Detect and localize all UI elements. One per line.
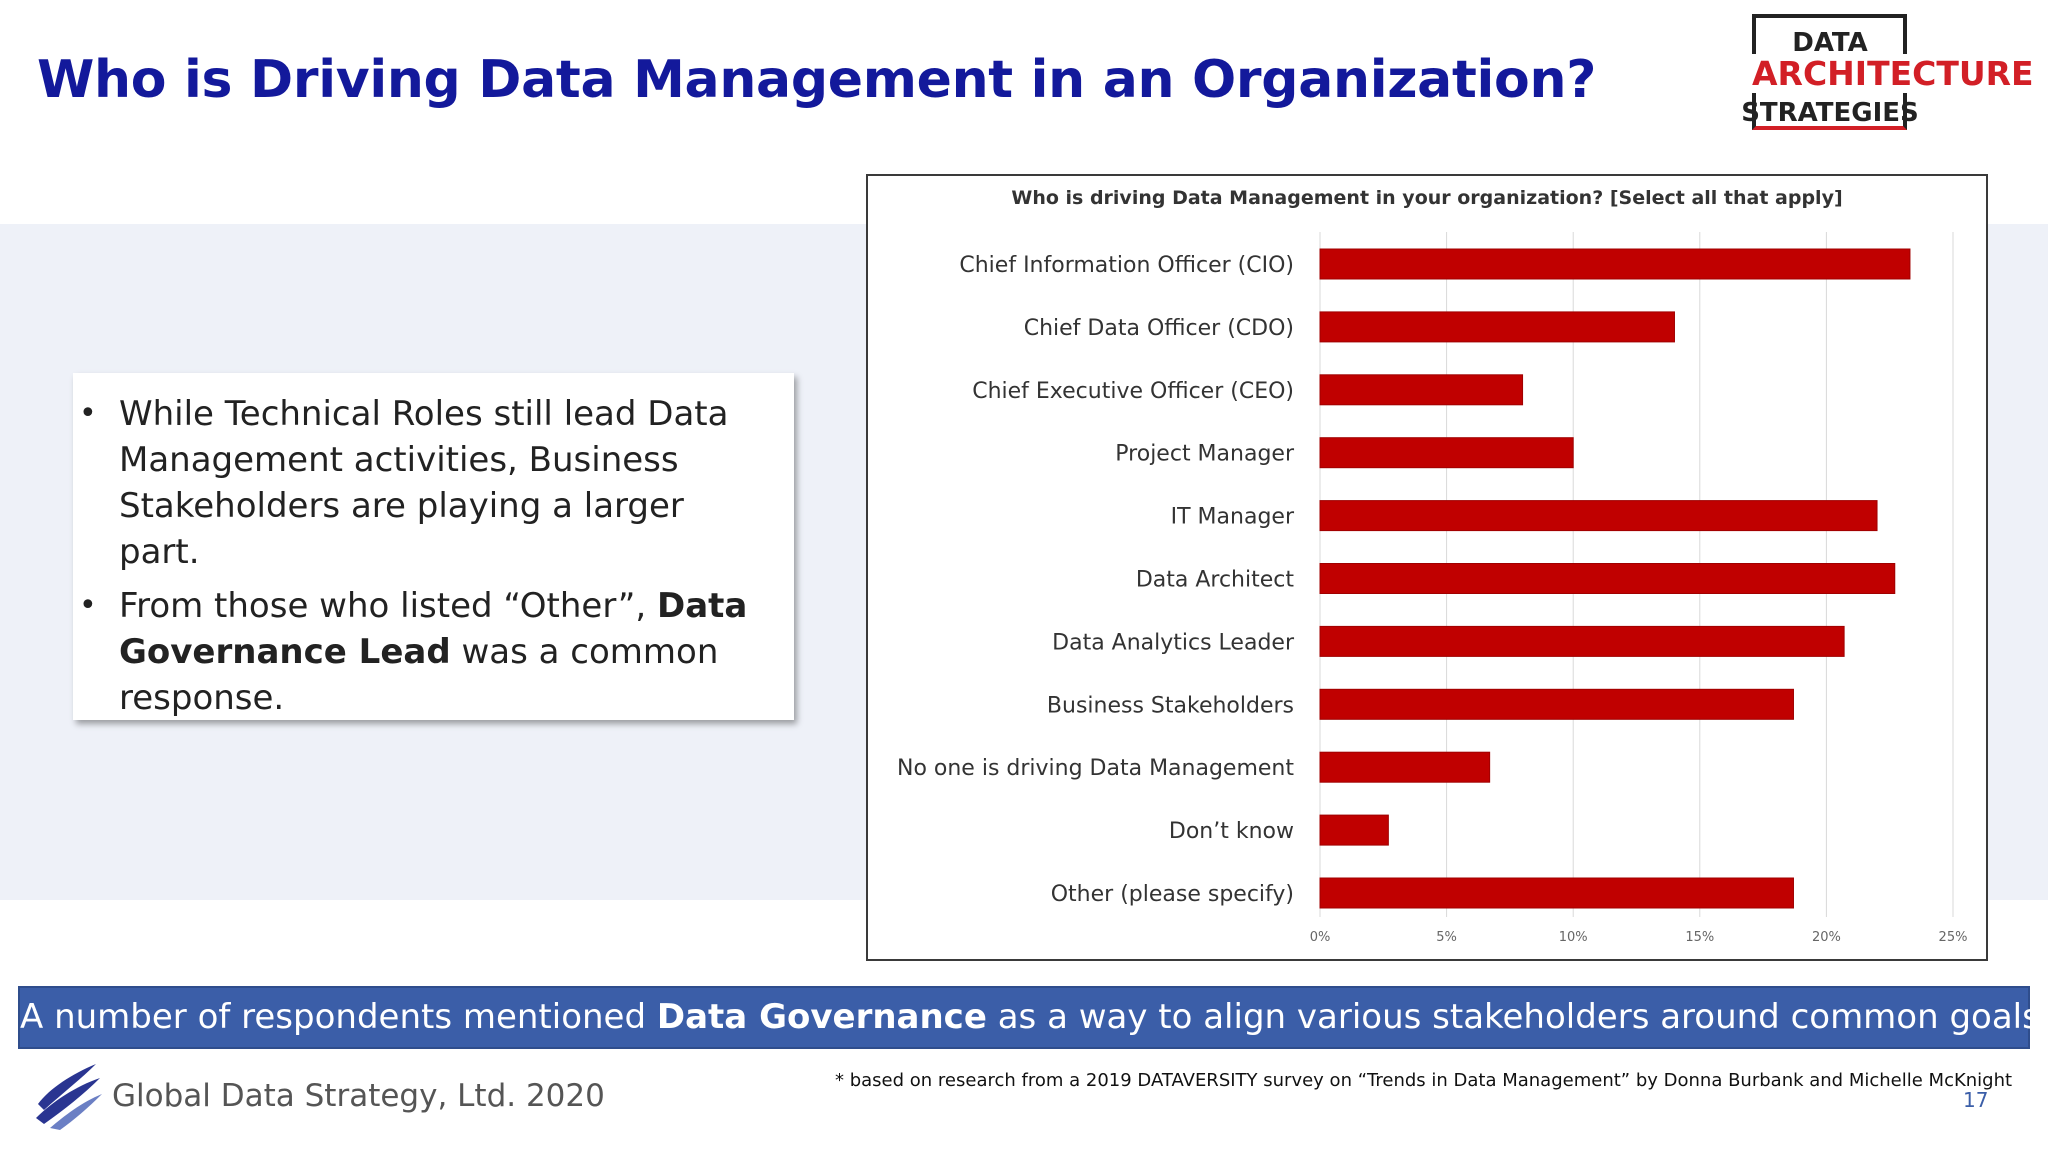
bar bbox=[1319, 688, 1794, 720]
page-title: Who is Driving Data Management in an Org… bbox=[37, 50, 1597, 110]
bar bbox=[1319, 751, 1491, 783]
bullet-text-prefix: From those who listed “Other”, bbox=[119, 586, 657, 626]
bar bbox=[1319, 311, 1675, 343]
bar bbox=[1319, 500, 1878, 532]
bar bbox=[1319, 625, 1845, 657]
bar bbox=[1319, 814, 1389, 846]
category-label: No one is driving Data Management bbox=[897, 756, 1294, 781]
category-label: Project Manager bbox=[1115, 442, 1295, 467]
logo-line-2: ARCHITECTURE bbox=[1752, 54, 2034, 93]
x-tick-label: 0% bbox=[1310, 930, 1331, 945]
bar bbox=[1319, 563, 1896, 594]
logo-line-1: DATA bbox=[1792, 28, 1868, 58]
category-label: Don’t know bbox=[1169, 819, 1294, 844]
chart-panel: Who is driving Data Management in your o… bbox=[866, 174, 1988, 961]
category-labels: Chief Information Officer (CIO) Chief Dat… bbox=[897, 253, 1295, 907]
logo-line-3: STRATEGIES bbox=[1741, 98, 1919, 128]
key-message-banner: A number of respondents mentioned Data G… bbox=[18, 986, 2040, 1049]
banner-prefix: A number of respondents mentioned bbox=[20, 997, 657, 1037]
category-label: IT Manager bbox=[1171, 505, 1295, 530]
page-number: 17 bbox=[1963, 1088, 1989, 1112]
category-label: Chief Information Officer (CIO) bbox=[959, 253, 1294, 278]
category-label: Data Analytics Leader bbox=[1052, 630, 1295, 655]
category-label: Other (please specify) bbox=[1051, 882, 1294, 907]
bars bbox=[1319, 248, 1911, 909]
category-label: Data Architect bbox=[1136, 568, 1295, 593]
x-tick-label: 20% bbox=[1812, 930, 1841, 945]
banner-suffix: as a way to align various stakeholders a… bbox=[986, 997, 2040, 1037]
chart-title: Who is driving Data Management in your o… bbox=[1011, 187, 1842, 209]
bullet-item: • From those who listed “Other”, Data Go… bbox=[73, 583, 774, 721]
bar-chart: Who is driving Data Management in your o… bbox=[897, 187, 1968, 945]
x-tick-label: 25% bbox=[1939, 930, 1968, 945]
bullet-text-suffix: was a common response. bbox=[119, 632, 719, 718]
bar bbox=[1319, 248, 1911, 280]
bar bbox=[1319, 374, 1524, 406]
company-logo-icon bbox=[36, 1064, 102, 1130]
category-label: Chief Executive Officer (CEO) bbox=[972, 379, 1294, 404]
bullet-dot-icon: • bbox=[79, 396, 97, 431]
bullet-text-bold: Data Governance Lead bbox=[119, 586, 748, 672]
x-tick-label: 10% bbox=[1559, 930, 1588, 945]
x-tick-label: 15% bbox=[1685, 930, 1714, 945]
x-tick-label: 5% bbox=[1436, 930, 1457, 945]
footer-company: Global Data Strategy, Ltd. 2020 bbox=[112, 1078, 605, 1114]
bullet-item: • While Technical Roles still lead Data … bbox=[73, 391, 774, 575]
brand-logo: DATA ARCHITECTURE STRATEGIES bbox=[1741, 14, 2034, 134]
bar bbox=[1319, 437, 1574, 469]
callout-box: • While Technical Roles still lead Data … bbox=[73, 373, 794, 720]
bullet-text: While Technical Roles still lead Data Ma… bbox=[119, 394, 729, 572]
bar bbox=[1319, 877, 1794, 909]
x-axis-ticks: 0% 5% 10% 15% 20% 25% bbox=[1310, 930, 1968, 945]
category-label: Chief Data Officer (CDO) bbox=[1024, 316, 1294, 341]
category-label: Business Stakeholders bbox=[1047, 693, 1294, 718]
bullet-dot-icon: • bbox=[79, 588, 97, 623]
footnote: * based on research from a 2019 DATAVERS… bbox=[835, 1070, 2013, 1091]
banner-bold: Data Governance bbox=[656, 997, 987, 1037]
